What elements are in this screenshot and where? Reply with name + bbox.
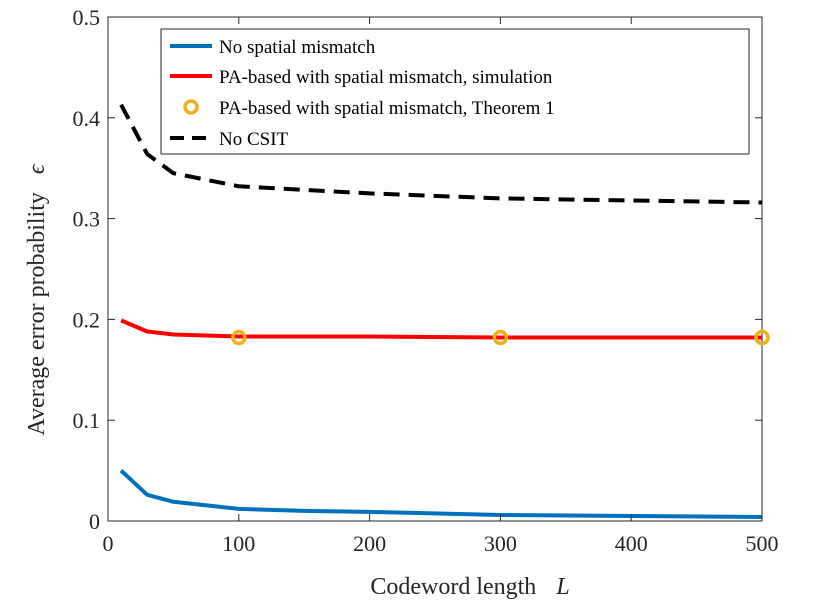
x-tick-label: 500 (746, 531, 779, 556)
y-axis-label-symbol: ϵ (24, 163, 50, 174)
x-axis-label-symbol: L (555, 574, 569, 600)
series-3-line (119, 103, 763, 205)
y-axis-label: Average error probability ϵ (24, 163, 50, 435)
x-tick-label: 200 (353, 531, 386, 556)
x-tick-label: 300 (484, 531, 517, 556)
y-tick-label: 0 (89, 509, 100, 534)
x-tick-label: 100 (222, 531, 255, 556)
x-tick-label: 0 (103, 531, 114, 556)
series-layer (119, 103, 770, 519)
y-tick-label: 0.4 (73, 106, 101, 131)
legend-box (160, 28, 750, 155)
y-axis-label-text: Average error probability (24, 192, 50, 435)
y-tick-label: 0.5 (73, 5, 101, 30)
series-2-marker (492, 329, 509, 346)
legend-label-pa-simulation: PA-based with spatial mismatch, simulati… (219, 67, 553, 88)
x-axis-label-text: Codeword length (370, 574, 536, 600)
legend: No spatial mismatch PA-based with spatia… (160, 28, 750, 155)
y-tick-label: 0.2 (73, 307, 101, 332)
legend-label-no-csit: No CSIT (219, 129, 289, 150)
series-0-line (119, 469, 763, 519)
x-tick-label: 400 (615, 531, 648, 556)
x-axis-label: Codeword length L (370, 574, 569, 600)
legend-label-pa-theorem: PA-based with spatial mismatch, Theorem … (219, 98, 555, 119)
ticks-layer: 0 100 200 300 400 500 0 0.1 0.2 0.3 0.4 0.5 (73, 5, 779, 556)
legend-label-no-spatial-mismatch: No spatial mismatch (219, 37, 376, 58)
legend-swatch-pa-theorem (183, 99, 199, 115)
y-tick-label: 0.3 (73, 207, 101, 232)
y-tick-label: 0.1 (73, 408, 101, 433)
series-2-marker (231, 329, 247, 346)
series-2-marker (754, 329, 770, 346)
series-1-line (120, 318, 762, 340)
